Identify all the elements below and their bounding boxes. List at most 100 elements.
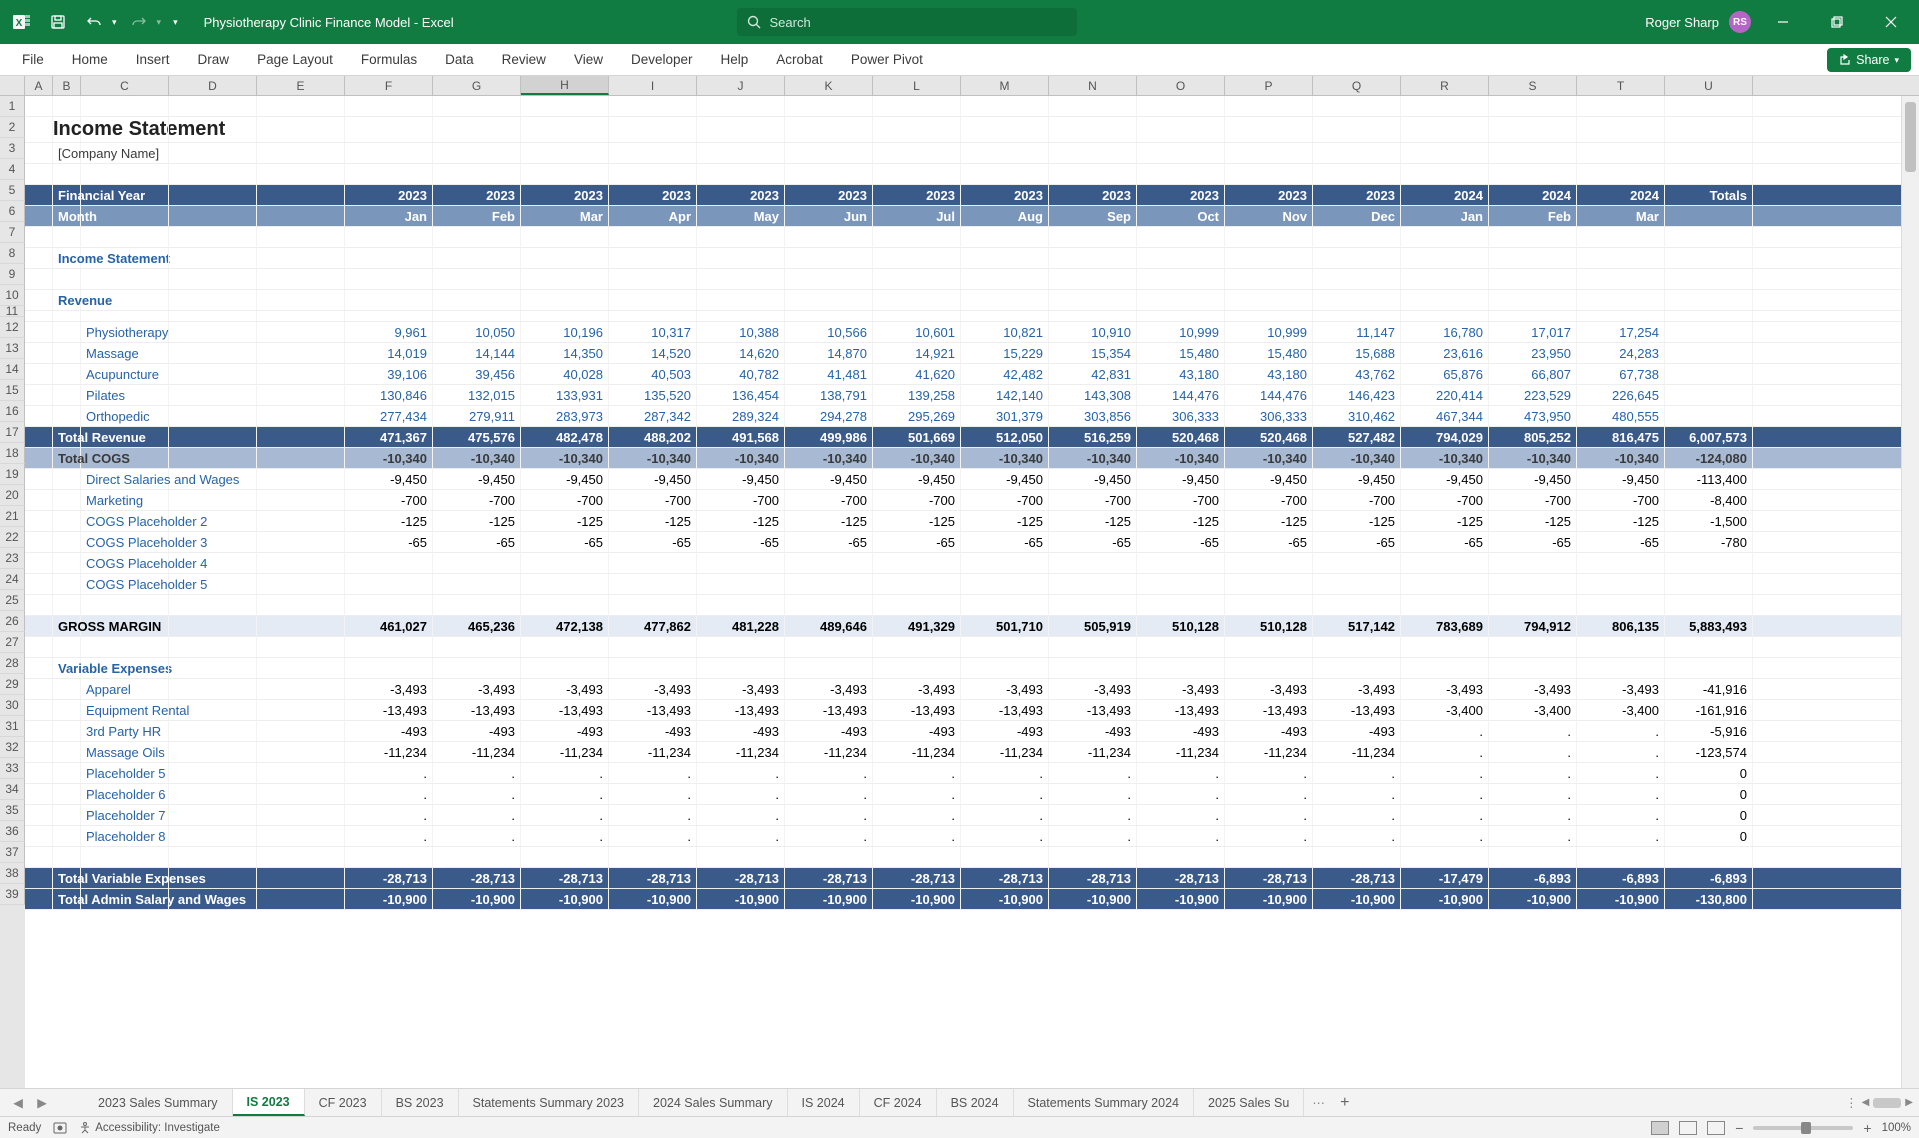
cell[interactable] [961, 847, 1049, 867]
ribbon-tab-developer[interactable]: Developer [617, 44, 707, 75]
cell[interactable] [1665, 206, 1753, 226]
cell[interactable]: . [873, 784, 961, 804]
cell[interactable]: -6,893 [1577, 868, 1665, 888]
cell[interactable]: 310,462 [1313, 406, 1401, 426]
cell[interactable] [257, 637, 345, 657]
cell[interactable] [521, 574, 609, 594]
cell[interactable]: Jun [785, 206, 873, 226]
cell[interactable]: -11,234 [1049, 742, 1137, 762]
cell[interactable] [169, 227, 257, 247]
cell[interactable]: 9,961 [345, 322, 433, 342]
cell[interactable]: 10,910 [1049, 322, 1137, 342]
cell[interactable] [1313, 117, 1401, 142]
cell[interactable] [1313, 164, 1401, 184]
cell[interactable] [25, 385, 53, 405]
cell[interactable] [81, 185, 169, 205]
total-admin-label[interactable]: Total Admin Salary and Wages [53, 889, 81, 909]
month-label[interactable]: Month [53, 206, 81, 226]
cell[interactable]: 42,482 [961, 364, 1049, 384]
cell[interactable] [169, 385, 257, 405]
row-header-28[interactable]: 28 [0, 653, 25, 674]
cell[interactable]: 306,333 [1137, 406, 1225, 426]
cell[interactable]: 2023 [785, 185, 873, 205]
cell[interactable]: 138,791 [785, 385, 873, 405]
cell[interactable] [433, 269, 521, 289]
column-header-H[interactable]: H [521, 76, 609, 95]
cell[interactable]: -9,450 [961, 469, 1049, 489]
cell[interactable]: -125 [873, 511, 961, 531]
zoom-level[interactable]: 100% [1882, 1122, 1911, 1134]
cell[interactable]: Acupuncture [81, 364, 169, 384]
cell[interactable] [345, 290, 433, 310]
cell[interactable]: 130,846 [345, 385, 433, 405]
cell[interactable] [1665, 248, 1753, 268]
cell[interactable] [53, 511, 81, 531]
cell[interactable] [169, 868, 257, 888]
cell[interactable]: -3,493 [961, 679, 1049, 699]
ribbon-tab-power-pivot[interactable]: Power Pivot [837, 44, 937, 75]
cell[interactable]: . [873, 805, 961, 825]
cell[interactable]: -700 [873, 490, 961, 510]
cell[interactable]: 306,333 [1225, 406, 1313, 426]
cell[interactable]: -10,340 [1313, 448, 1401, 468]
cell[interactable]: -3,493 [1049, 679, 1137, 699]
cell[interactable]: -700 [521, 490, 609, 510]
cell[interactable] [257, 427, 345, 447]
cell[interactable]: 471,367 [345, 427, 433, 447]
cell[interactable]: -17,479 [1401, 868, 1489, 888]
cell[interactable] [1137, 290, 1225, 310]
cell[interactable]: 136,454 [697, 385, 785, 405]
cell[interactable] [697, 574, 785, 594]
cell[interactable]: -130,800 [1665, 889, 1753, 909]
cell[interactable] [961, 227, 1049, 247]
cell[interactable]: -3,493 [345, 679, 433, 699]
cell[interactable] [25, 826, 53, 846]
cell[interactable] [1401, 290, 1489, 310]
cell[interactable] [609, 311, 697, 321]
cell[interactable] [1401, 269, 1489, 289]
cell[interactable]: -13,493 [609, 700, 697, 720]
cell[interactable] [345, 269, 433, 289]
cell[interactable]: Mar [521, 206, 609, 226]
cell[interactable]: . [1225, 784, 1313, 804]
cell[interactable] [25, 868, 53, 888]
cell[interactable]: -10,340 [1489, 448, 1577, 468]
cell[interactable] [1049, 574, 1137, 594]
cell[interactable]: -10,340 [1137, 448, 1225, 468]
cell[interactable] [25, 206, 53, 226]
cell[interactable]: -13,493 [697, 700, 785, 720]
cell[interactable]: -28,713 [1225, 868, 1313, 888]
cell[interactable]: . [697, 805, 785, 825]
cell[interactable] [169, 490, 257, 510]
cell[interactable]: -125 [1049, 511, 1137, 531]
row-header-34[interactable]: 34 [0, 779, 25, 800]
cell[interactable] [345, 311, 433, 321]
cell[interactable]: -700 [1313, 490, 1401, 510]
cell[interactable] [169, 511, 257, 531]
cell[interactable]: 488,202 [609, 427, 697, 447]
cell[interactable]: 482,478 [521, 427, 609, 447]
cell[interactable] [1489, 227, 1577, 247]
cell[interactable]: 481,228 [697, 616, 785, 636]
cell[interactable] [257, 269, 345, 289]
cell[interactable] [1313, 847, 1401, 867]
cell[interactable] [1489, 847, 1577, 867]
cell[interactable] [81, 448, 169, 468]
cell[interactable]: -700 [1489, 490, 1577, 510]
cell[interactable]: 2023 [1225, 185, 1313, 205]
cell[interactable] [785, 227, 873, 247]
cell[interactable] [25, 763, 53, 783]
cell[interactable]: -10,900 [1489, 889, 1577, 909]
cell[interactable]: -125 [1489, 511, 1577, 531]
cell[interactable]: -3,493 [433, 679, 521, 699]
redo-icon[interactable] [125, 8, 153, 36]
sheet-tabs-overflow-icon[interactable]: ⋯ [1304, 1095, 1333, 1110]
cell[interactable] [1665, 227, 1753, 247]
cell[interactable] [81, 143, 169, 163]
cell[interactable] [785, 269, 873, 289]
cell[interactable]: -124,080 [1665, 448, 1753, 468]
cell[interactable]: -9,450 [785, 469, 873, 489]
cell[interactable]: Marketing [81, 490, 169, 510]
cell[interactable]: COGS Placeholder 5 [81, 574, 169, 594]
cell[interactable]: -9,450 [433, 469, 521, 489]
